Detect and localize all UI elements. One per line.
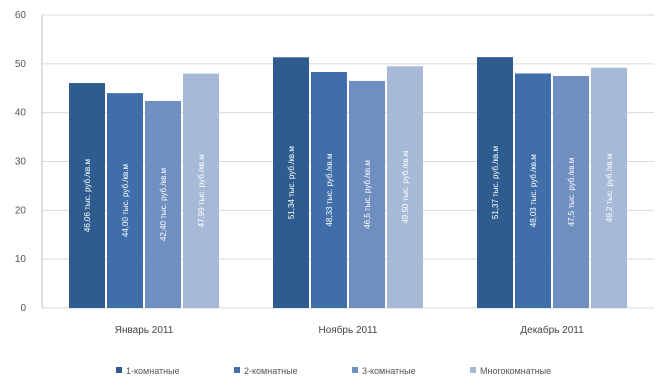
legend-label: Многокомнатные [480, 366, 551, 376]
bar-data-label: 47,99 тыс. руб./кв.м [197, 154, 206, 227]
bar-data-label: 48,33 тыс. руб./кв.м [325, 153, 334, 226]
y-axis: 0 10 20 30 40 50 60 [15, 10, 43, 314]
bars [69, 57, 627, 309]
legend-swatch [470, 367, 476, 373]
bar-data-labels: 46,06 тыс. руб./кв.м 44,00 тыс. руб./кв.м… [83, 146, 614, 241]
bar-data-label: 44,00 тыс. руб./кв.м [121, 164, 130, 237]
x-tick-label: Декабрь 2011 [520, 324, 584, 336]
bar [515, 73, 551, 309]
legend-label: 1-комнатные [126, 366, 180, 376]
bar-data-label: 49,2 тыс. руб./кв.м [605, 154, 614, 223]
y-tick-label: 0 [20, 303, 26, 314]
bar [183, 73, 219, 308]
bar [591, 67, 627, 309]
legend-swatch [234, 367, 240, 373]
y-tick-label: 30 [15, 157, 27, 168]
bar-data-label: 48,03 тыс. руб./кв.м [529, 154, 538, 227]
bar [553, 76, 589, 309]
legend-swatch [352, 367, 358, 373]
bar-data-label: 46,06 тыс. руб./кв.м [83, 159, 92, 232]
bar-data-label: 46,5 тыс. руб./кв.м [363, 160, 372, 229]
bar [145, 100, 181, 309]
bar-data-label: 51,37 тыс. руб./кв.м [491, 146, 500, 219]
bar [273, 57, 309, 308]
gridlines [42, 14, 654, 309]
legend: 1-комнатные 2-комнатные 3-комнатные Многоко… [116, 366, 551, 376]
y-tick-label: 20 [15, 205, 27, 216]
x-tick-label: Январь 2011 [115, 325, 174, 336]
x-tick-label: Ноябрь 2011 [319, 324, 378, 336]
bar-data-label: 49,50 тыс. руб./кв.м [401, 151, 410, 224]
bar-data-label: 47,5 тыс. руб./кв.м [567, 158, 576, 227]
y-tick-label: 60 [15, 10, 27, 21]
bar [477, 57, 513, 309]
bar [311, 71, 347, 309]
y-tick-label: 10 [15, 254, 27, 265]
bar [69, 83, 105, 308]
legend-swatch [116, 367, 122, 373]
x-axis: Январь 2011 Ноябрь 2011 Декабрь 2011 [115, 324, 584, 336]
legend-label: 3-комнатные [362, 366, 416, 376]
y-tick-label: 40 [15, 108, 27, 119]
legend-label: 2-комнатные [244, 366, 298, 376]
bar-data-label: 42,40 тыс. руб./кв.м [159, 168, 168, 241]
bar [107, 93, 143, 308]
bar-data-label: 51,34 тыс. руб./кв.м [287, 146, 296, 219]
y-tick-label: 50 [15, 59, 27, 70]
bar [387, 66, 423, 309]
bar [349, 80, 385, 308]
